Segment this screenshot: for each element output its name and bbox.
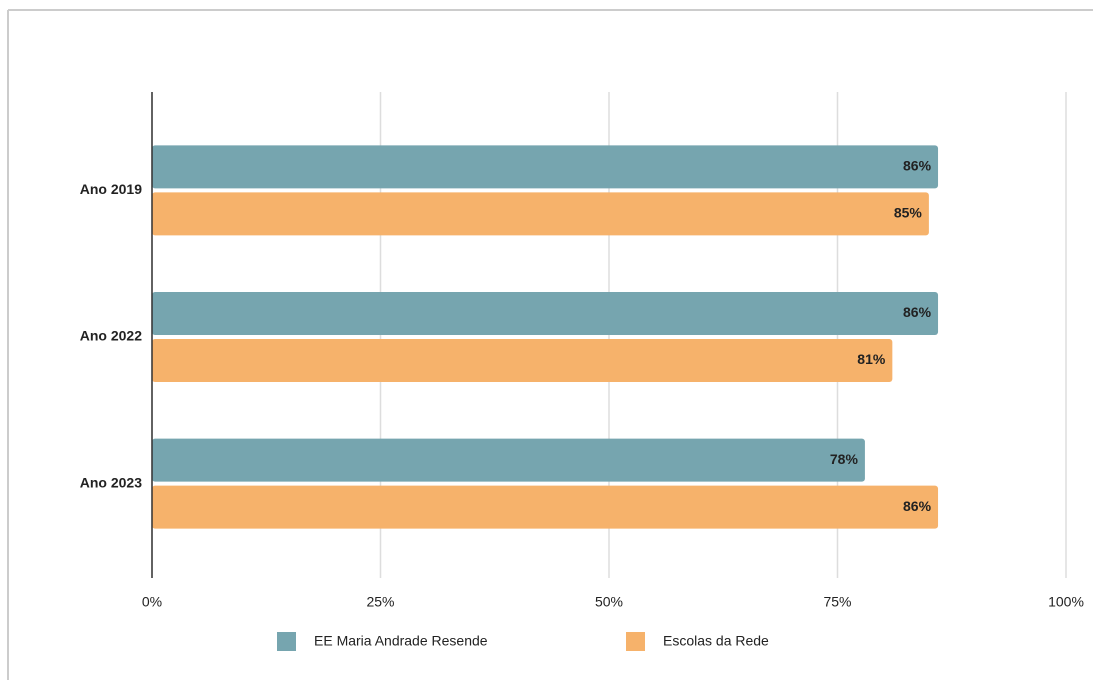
value-label: 85% [894,205,923,221]
x-tick-label: 0% [142,594,162,610]
bar [152,292,939,335]
value-label: 86% [903,498,932,514]
legend-swatch [277,632,296,651]
y-tick-label: Ano 2022 [80,328,142,344]
x-tick-label: 100% [1048,594,1084,610]
value-label: 78% [830,451,859,467]
value-label: 86% [903,158,932,174]
legend-label: EE Maria Andrade Resende [314,633,488,649]
bar [152,339,893,382]
bar [152,192,929,236]
x-tick-label: 75% [823,594,851,610]
value-label: 86% [903,304,932,320]
y-tick-label: Ano 2023 [80,474,142,490]
y-tick-label: Ano 2019 [80,181,142,197]
legend-swatch [626,632,645,651]
value-label: 81% [857,351,886,367]
x-tick-label: 25% [366,594,394,610]
bar [152,485,939,529]
bar [152,145,939,189]
x-tick-label: 50% [595,594,623,610]
bar [152,438,865,482]
legend-label: Escolas da Rede [663,633,769,649]
